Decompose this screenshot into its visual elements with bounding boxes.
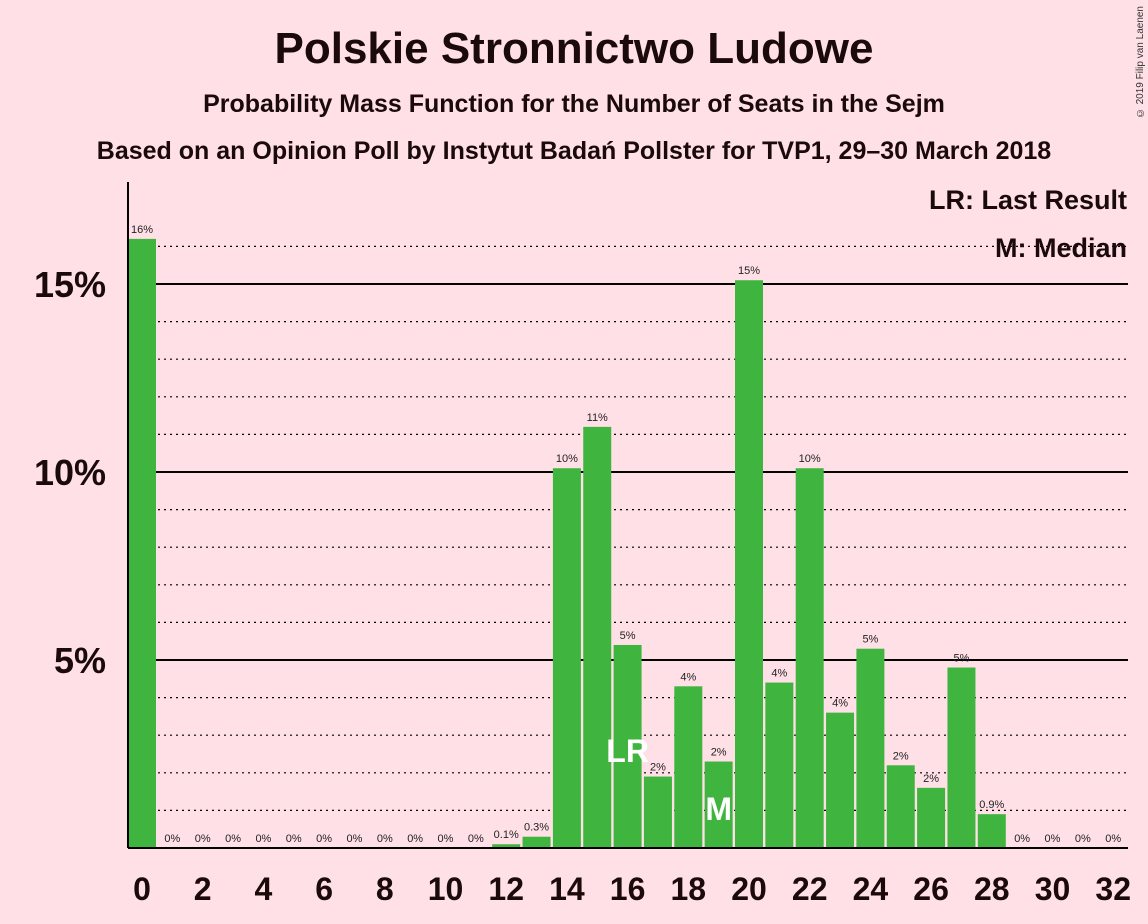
bar-seat-26 <box>917 787 946 848</box>
bar-value-label: 10% <box>799 453 821 465</box>
x-tick-label: 6 <box>315 871 333 907</box>
bar-seat-17 <box>643 776 672 848</box>
bar-value-label: 0% <box>255 833 271 845</box>
x-tick-label: 14 <box>549 871 585 907</box>
x-tick-label: 8 <box>376 871 394 907</box>
bars: 16% 0% 0% 0% 0% 0% 0% 0% 0% 0% 0% 0% 0.1% 0.3% 10% 11% 5… <box>128 224 1121 848</box>
bar-value-label: 0% <box>1045 833 1061 845</box>
x-tick-label: 12 <box>488 871 524 907</box>
bar-value-label: 0% <box>316 833 332 845</box>
legend: LR: Last Result M: Median <box>929 185 1127 263</box>
bar-value-label: 0.9% <box>979 799 1004 811</box>
bar-value-label: 11% <box>587 412 608 424</box>
bar-value-label: 2% <box>711 747 727 759</box>
x-tick-label: 32 <box>1095 871 1131 907</box>
y-tick-label: 15% <box>34 264 106 305</box>
y-tick-label: 10% <box>34 452 106 493</box>
bar-value-label: 0% <box>1105 833 1121 845</box>
chart-source: Based on an Opinion Poll by Instytut Bad… <box>96 137 1052 165</box>
bar-seat-15 <box>583 426 612 848</box>
x-tick-label: 26 <box>913 871 949 907</box>
x-tick-label: 20 <box>731 871 767 907</box>
bar-value-label: 4% <box>832 698 848 710</box>
x-tick-label: 30 <box>1035 871 1071 907</box>
bar-value-label: 0% <box>286 833 302 845</box>
legend-last-result: LR: Last Result <box>929 185 1127 215</box>
y-tick-label: 5% <box>54 640 106 681</box>
x-tick-label: 16 <box>610 871 646 907</box>
x-tick-label: 10 <box>428 871 464 907</box>
x-tick-label: 4 <box>255 871 273 907</box>
bar-value-label: 5% <box>862 634 878 646</box>
chart-title: Polskie Stronnictwo Ludowe <box>274 24 874 73</box>
bar-seat-16 <box>613 644 642 848</box>
bar-value-label: 0.1% <box>494 829 519 841</box>
bar-seat-14 <box>552 468 581 848</box>
x-tick-label: 28 <box>974 871 1010 907</box>
bar-value-label: 0% <box>468 833 484 845</box>
bar-value-label: 0% <box>346 833 362 845</box>
x-tick-label: 0 <box>133 871 151 907</box>
bar-value-label: 4% <box>771 668 787 680</box>
bar-seat-20 <box>735 280 763 848</box>
bar-seat-21 <box>765 682 794 848</box>
bar-value-label: 5% <box>620 630 636 642</box>
bar-seat-25 <box>886 765 915 848</box>
x-tick-label: 2 <box>194 871 212 907</box>
x-tick-label: 18 <box>671 871 707 907</box>
bar-value-label: 0% <box>407 833 423 845</box>
bar-seat-0 <box>128 238 156 848</box>
bar-seat-23 <box>826 712 855 848</box>
bar-value-label: 15% <box>738 265 760 277</box>
bar-value-label: 0% <box>225 833 241 845</box>
bar-seat-18 <box>674 686 703 848</box>
bar-seat-22 <box>795 468 824 848</box>
x-tick-label: 22 <box>792 871 828 907</box>
bar-value-label: 0.3% <box>524 822 549 834</box>
bar-value-label: 10% <box>556 453 578 465</box>
x-tick-label: 24 <box>853 871 889 907</box>
bar-value-label: 0% <box>438 833 454 845</box>
bar-value-label: 0% <box>195 833 211 845</box>
bar-value-label: 0% <box>377 833 393 845</box>
median-marker: M <box>705 791 732 827</box>
bar-value-label: 2% <box>650 762 666 774</box>
bar-seat-19 <box>704 761 733 848</box>
bar-seat-13 <box>522 836 551 848</box>
bar-value-label: 2% <box>893 750 909 762</box>
bar-value-label: 0% <box>164 833 180 845</box>
bar-value-label: 16% <box>131 224 153 236</box>
legend-median: M: Median <box>995 233 1127 263</box>
bar-value-label: 5% <box>953 653 969 665</box>
bar-seat-24 <box>856 648 885 848</box>
bar-seat-12 <box>492 844 521 848</box>
bar-seat-27 <box>947 667 976 848</box>
bar-value-label: 0% <box>1014 833 1030 845</box>
axes: 5%10%15%0 2 4 6 8 10 12 14 16 18 20 22 24 26 28 30 32 <box>34 182 1131 907</box>
bar-value-label: 4% <box>680 671 696 683</box>
bar-value-label: 0% <box>1075 833 1091 845</box>
bar-value-label: 2% <box>923 773 939 785</box>
last-result-marker: LR <box>606 733 649 769</box>
chart-subtitle: Probability Mass Function for the Number… <box>203 90 945 118</box>
bar-seat-28 <box>977 814 1006 848</box>
